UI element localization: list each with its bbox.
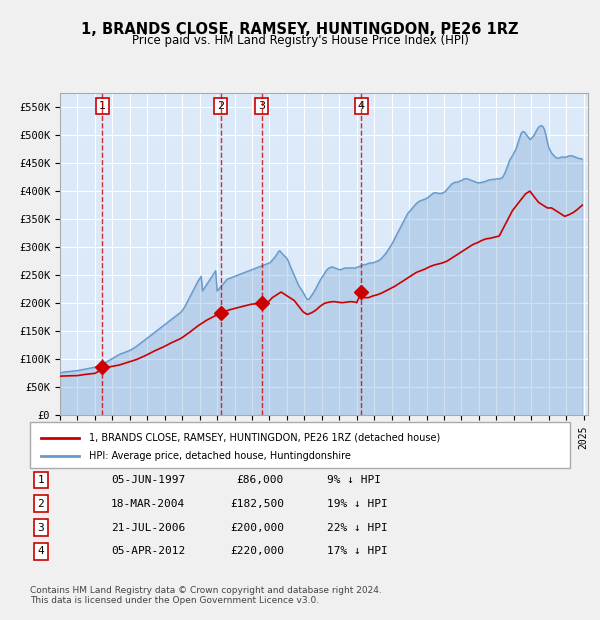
Text: 18-MAR-2004: 18-MAR-2004 bbox=[111, 498, 185, 509]
Text: 19% ↓ HPI: 19% ↓ HPI bbox=[327, 498, 388, 509]
Text: £220,000: £220,000 bbox=[230, 546, 284, 557]
Text: HPI: Average price, detached house, Huntingdonshire: HPI: Average price, detached house, Hunt… bbox=[89, 451, 351, 461]
Text: £182,500: £182,500 bbox=[230, 498, 284, 509]
Text: 1, BRANDS CLOSE, RAMSEY, HUNTINGDON, PE26 1RZ (detached house): 1, BRANDS CLOSE, RAMSEY, HUNTINGDON, PE2… bbox=[89, 433, 440, 443]
Text: 2: 2 bbox=[37, 498, 44, 509]
Text: Contains HM Land Registry data © Crown copyright and database right 2024.: Contains HM Land Registry data © Crown c… bbox=[30, 586, 382, 595]
Text: 1, BRANDS CLOSE, RAMSEY, HUNTINGDON, PE26 1RZ: 1, BRANDS CLOSE, RAMSEY, HUNTINGDON, PE2… bbox=[81, 22, 519, 37]
Text: 1: 1 bbox=[99, 101, 106, 111]
Text: This data is licensed under the Open Government Licence v3.0.: This data is licensed under the Open Gov… bbox=[30, 596, 319, 606]
Text: 2: 2 bbox=[217, 101, 224, 111]
Text: Price paid vs. HM Land Registry's House Price Index (HPI): Price paid vs. HM Land Registry's House … bbox=[131, 34, 469, 47]
FancyBboxPatch shape bbox=[30, 422, 570, 468]
Text: 05-JUN-1997: 05-JUN-1997 bbox=[111, 475, 185, 485]
Text: 21-JUL-2006: 21-JUL-2006 bbox=[111, 523, 185, 533]
Text: £86,000: £86,000 bbox=[236, 475, 284, 485]
Text: 05-APR-2012: 05-APR-2012 bbox=[111, 546, 185, 557]
Text: 3: 3 bbox=[37, 523, 44, 533]
Text: 3: 3 bbox=[258, 101, 265, 111]
Text: 4: 4 bbox=[37, 546, 44, 557]
Text: 4: 4 bbox=[358, 101, 365, 111]
Text: 1: 1 bbox=[37, 475, 44, 485]
Text: 17% ↓ HPI: 17% ↓ HPI bbox=[327, 546, 388, 557]
Text: 9% ↓ HPI: 9% ↓ HPI bbox=[327, 475, 381, 485]
Text: 22% ↓ HPI: 22% ↓ HPI bbox=[327, 523, 388, 533]
Text: £200,000: £200,000 bbox=[230, 523, 284, 533]
